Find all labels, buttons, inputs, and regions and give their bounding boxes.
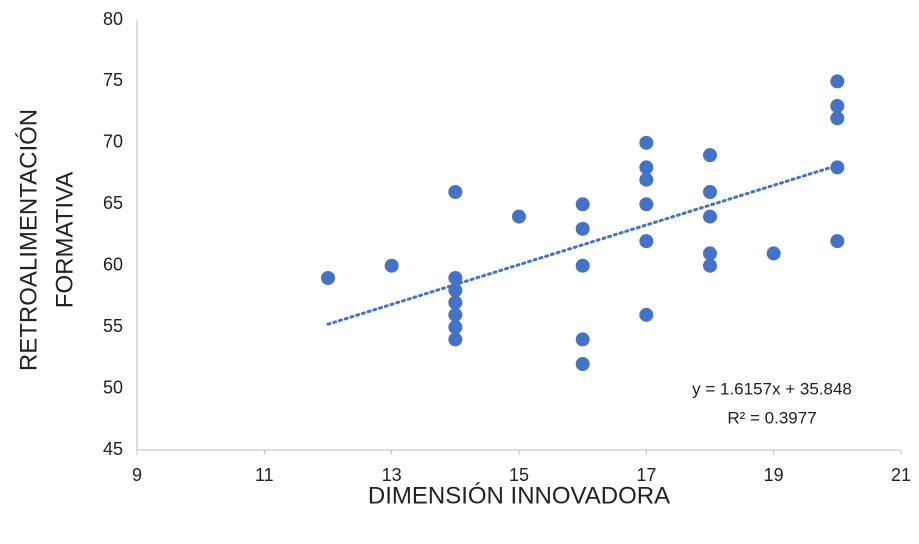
y-tick-label: 45 [103, 439, 123, 459]
point [448, 320, 463, 335]
point [575, 332, 590, 347]
point [639, 197, 654, 212]
x-tick-label: 11 [255, 465, 274, 485]
y-axis-title: RETROALIMENTACIÓN [15, 109, 42, 371]
y-tick-label: 55 [103, 316, 123, 336]
point [639, 135, 654, 150]
y-tick-label: 50 [103, 377, 123, 397]
y-tick-label: 60 [103, 254, 123, 274]
point [703, 148, 717, 163]
point [703, 209, 717, 224]
point [703, 246, 717, 261]
point [639, 234, 654, 249]
point [830, 234, 845, 249]
trendline [326, 163, 839, 326]
point [830, 111, 845, 126]
x-tick-label: 19 [764, 465, 784, 485]
x-tick-label: 21 [891, 465, 911, 485]
point [448, 271, 463, 285]
x-axis-title: DIMENSIÓN INNOVADORA [368, 482, 670, 509]
point [639, 307, 654, 322]
trendline-r2: R² = 0.3977 [727, 408, 816, 427]
point [321, 271, 335, 285]
point [766, 246, 781, 261]
point [703, 185, 717, 199]
y-tick-label: 70 [103, 132, 123, 152]
point [512, 209, 526, 224]
y-tick-label: 80 [103, 9, 123, 29]
y-tick-label: 75 [103, 70, 123, 90]
x-tick-label: 17 [636, 465, 656, 485]
x-tick-label: 15 [509, 465, 529, 485]
point [448, 185, 463, 199]
x-tick-label: 9 [132, 465, 142, 485]
point [639, 172, 654, 187]
x-tick-label: 13 [382, 465, 402, 485]
point [575, 197, 590, 212]
trendline-equation: y = 1.6157x + 35.848 [692, 379, 852, 398]
y-axis-title: FORMATIVA [51, 172, 78, 308]
point [830, 160, 845, 175]
point [448, 283, 463, 298]
point [830, 74, 845, 89]
point [448, 307, 463, 322]
point [575, 221, 590, 236]
point [830, 99, 845, 113]
y-tick-label: 65 [103, 193, 123, 213]
point [639, 160, 654, 175]
point [575, 258, 590, 273]
point [703, 258, 717, 273]
point [575, 357, 590, 371]
point [448, 295, 463, 310]
point [448, 332, 463, 347]
point [384, 258, 399, 273]
